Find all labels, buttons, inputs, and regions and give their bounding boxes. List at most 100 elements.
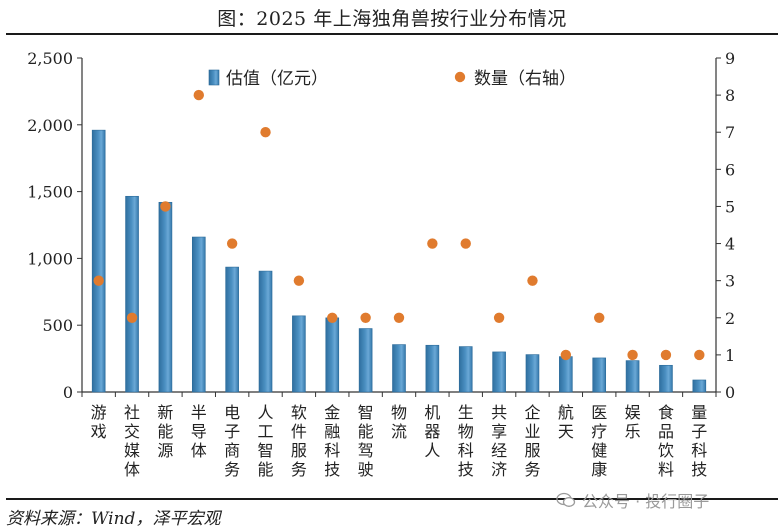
x-tick-label: 能 — [157, 422, 173, 441]
x-tick-label: 机 — [424, 403, 440, 422]
bar-新能源 — [158, 201, 173, 393]
dot-共享经济 — [493, 312, 505, 323]
x-tick-label: 乐 — [625, 422, 641, 441]
dot-半导体 — [193, 89, 204, 101]
x-tick-label: 导 — [191, 422, 207, 441]
x-tick-label: 技 — [458, 460, 474, 479]
bar-生物科技 — [458, 346, 473, 393]
x-tick-label: 务 — [524, 460, 540, 479]
right-tick-label: 6 — [725, 160, 735, 179]
right-tick-label: 9 — [725, 49, 735, 68]
bar-医疗健康 — [592, 357, 607, 393]
left-tick-label: 1,500 — [27, 183, 73, 202]
legend-dot-swatch — [454, 71, 466, 83]
right-tick-label: 2 — [725, 309, 735, 328]
left-tick-label: 500 — [42, 316, 73, 335]
x-tick-label: 人 — [258, 403, 274, 422]
x-tick-label: 物 — [391, 403, 407, 422]
x-tick-label: 融 — [324, 422, 340, 441]
dot-医疗健康 — [594, 312, 605, 323]
x-tick-label: 技 — [691, 460, 707, 479]
legend-bar-swatch — [208, 69, 220, 86]
bar-量子科技 — [692, 379, 707, 393]
bar-软件服务 — [292, 315, 306, 393]
x-tick-label: 流 — [391, 422, 407, 441]
x-tick-label: 济 — [491, 460, 507, 479]
x-tick-label: 服 — [291, 441, 307, 460]
x-tick-label: 享 — [491, 422, 507, 441]
bar-食品饮料 — [659, 364, 673, 393]
x-tick-label: 服 — [524, 441, 540, 460]
x-tick-label: 能 — [258, 460, 274, 479]
x-tick-label: 金 — [324, 403, 340, 422]
bar-企业服务 — [525, 354, 540, 393]
left-tick-label: 1,000 — [27, 249, 73, 268]
chart-title: 图：2025 年上海独角兽按行业分布情况 — [217, 8, 567, 30]
x-tick-label: 源 — [157, 441, 173, 460]
x-tick-label: 物 — [458, 422, 474, 441]
watermark-text: 公众号 · 投行圈子 — [582, 492, 710, 511]
x-tick-label: 务 — [224, 460, 240, 479]
dot-软件服务 — [293, 275, 305, 286]
legend-label-count: 数量（右轴） — [474, 69, 576, 89]
top-rule — [6, 33, 778, 35]
dot-食品饮料 — [660, 349, 672, 361]
dot-机器人 — [427, 238, 438, 249]
x-tick-label: 人 — [424, 441, 440, 460]
x-tick-label: 生 — [458, 403, 474, 422]
x-tick-label: 驶 — [358, 460, 374, 479]
x-tick-label: 饮 — [658, 441, 674, 460]
x-tick-label: 器 — [424, 422, 440, 441]
bar-人工智能 — [258, 270, 273, 393]
x-tick-label: 量 — [691, 403, 707, 422]
x-tick-label: 技 — [324, 460, 340, 479]
x-tick-label: 能 — [358, 422, 374, 441]
x-tick-label: 智 — [358, 403, 374, 422]
right-tick-label: 8 — [725, 86, 735, 105]
dot-人工智能 — [260, 127, 271, 138]
x-tick-label: 件 — [291, 422, 307, 441]
bar-物流 — [392, 344, 406, 393]
x-tick-label: 子 — [224, 422, 240, 441]
x-tick-label: 娱 — [625, 403, 641, 422]
watermark: 公众号 · 投行圈子 — [556, 488, 709, 512]
x-tick-label: 务 — [291, 460, 307, 479]
dot-量子科技 — [694, 349, 705, 361]
x-tick-label: 媒 — [124, 441, 140, 460]
x-tick-label: 软 — [291, 403, 307, 422]
x-tick-label: 康 — [591, 460, 607, 479]
bar-机器人 — [425, 344, 440, 393]
dot-航天 — [560, 349, 572, 361]
bar-社交媒体 — [125, 195, 139, 393]
x-tick-label: 健 — [591, 441, 607, 460]
bar-游戏 — [91, 129, 106, 393]
right-tick-label: 3 — [725, 272, 735, 291]
x-tick-label: 医 — [591, 403, 607, 422]
x-tick-label: 业 — [524, 422, 540, 441]
dot-新能源 — [160, 201, 171, 212]
left-tick-label: 2,000 — [27, 116, 73, 135]
dot-生物科技 — [460, 238, 471, 249]
x-tick-label: 料 — [658, 460, 674, 479]
x-tick-label: 电 — [224, 403, 240, 422]
x-tick-label: 疗 — [591, 422, 607, 441]
bar-半导体 — [191, 236, 206, 393]
x-tick-label: 交 — [124, 422, 140, 441]
dot-电子商务 — [226, 238, 238, 249]
x-tick-label: 驾 — [358, 441, 374, 460]
wechat-icon — [556, 492, 576, 507]
x-tick-label: 半 — [191, 403, 207, 422]
x-tick-label: 经 — [491, 441, 507, 460]
x-tick-label: 体 — [191, 441, 207, 460]
x-tick-label: 科 — [458, 441, 474, 460]
x-tick-label: 游 — [91, 403, 107, 422]
bar-智能驾驶 — [358, 328, 373, 393]
x-tick-label: 戏 — [91, 422, 107, 441]
right-tick-label: 4 — [725, 235, 735, 254]
x-tick-label: 共 — [491, 403, 507, 422]
x-tick-label: 工 — [258, 422, 274, 441]
x-tick-label: 企 — [524, 403, 540, 422]
x-tick-label: 食 — [658, 403, 674, 422]
x-tick-label: 品 — [658, 422, 674, 441]
x-tick-label: 子 — [691, 422, 707, 441]
